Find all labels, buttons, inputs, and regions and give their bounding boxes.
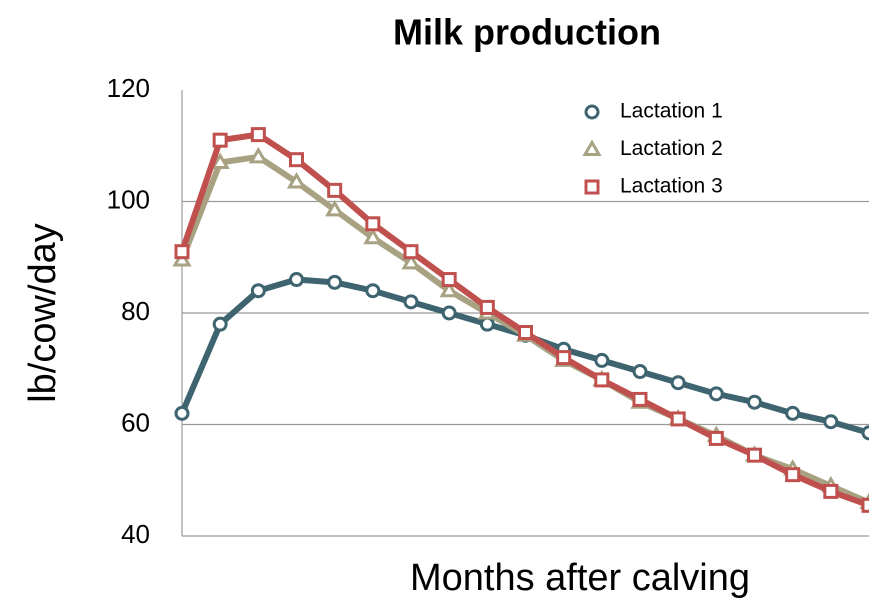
data-point — [212, 132, 228, 148]
y-tick-label: 120 — [107, 73, 150, 103]
data-point — [785, 405, 801, 421]
data-point — [439, 280, 459, 298]
data-point — [250, 283, 266, 299]
data-point — [248, 146, 268, 164]
y-tick-label: 80 — [121, 296, 150, 326]
data-point — [708, 386, 724, 402]
legend-label: Lactation 3 — [620, 175, 723, 198]
data-point — [174, 405, 190, 421]
y-tick-label: 100 — [107, 184, 150, 214]
data-point — [632, 364, 648, 380]
legend-label: Lactation 1 — [620, 100, 723, 123]
data-point — [441, 272, 457, 288]
data-point — [747, 447, 762, 463]
data-point — [861, 497, 869, 513]
data-point — [363, 227, 383, 245]
data-point — [365, 283, 381, 299]
x-axis-label: Months after calving — [410, 557, 750, 599]
data-point — [747, 394, 762, 410]
data-point — [518, 325, 533, 341]
data-point — [823, 483, 839, 499]
data-point — [708, 430, 724, 446]
chart-title: Milk production — [393, 12, 661, 53]
data-point — [556, 350, 572, 366]
legend-marker — [584, 179, 600, 195]
legend-label: Lactation 2 — [620, 137, 723, 160]
data-point — [210, 152, 230, 169]
data-point — [325, 199, 345, 217]
series-line — [179, 276, 869, 436]
data-point — [594, 372, 610, 388]
data-point — [365, 216, 381, 232]
data-point — [289, 272, 304, 288]
data-point — [861, 425, 869, 441]
data-point — [594, 352, 610, 368]
data-point — [327, 182, 343, 198]
data-point — [401, 252, 421, 270]
data-point — [212, 316, 228, 332]
data-point — [785, 467, 801, 483]
data-point — [327, 274, 343, 290]
data-point — [286, 172, 307, 189]
data-point — [670, 411, 686, 427]
series-line — [179, 131, 869, 509]
data-point — [823, 414, 839, 430]
data-point — [479, 316, 495, 332]
y-tick-label: 40 — [121, 519, 150, 549]
y-tick-label: 60 — [121, 407, 150, 437]
data-point — [403, 244, 419, 260]
data-point — [174, 244, 190, 260]
y-axis-label: lb/cow/day — [22, 223, 64, 403]
data-point — [670, 375, 686, 391]
data-point — [632, 391, 648, 407]
data-point — [250, 127, 266, 143]
data-point — [441, 305, 457, 321]
legend-marker — [582, 139, 602, 156]
data-point — [403, 294, 419, 310]
data-point — [479, 299, 495, 315]
legend-marker — [584, 104, 600, 120]
data-point — [289, 152, 304, 168]
